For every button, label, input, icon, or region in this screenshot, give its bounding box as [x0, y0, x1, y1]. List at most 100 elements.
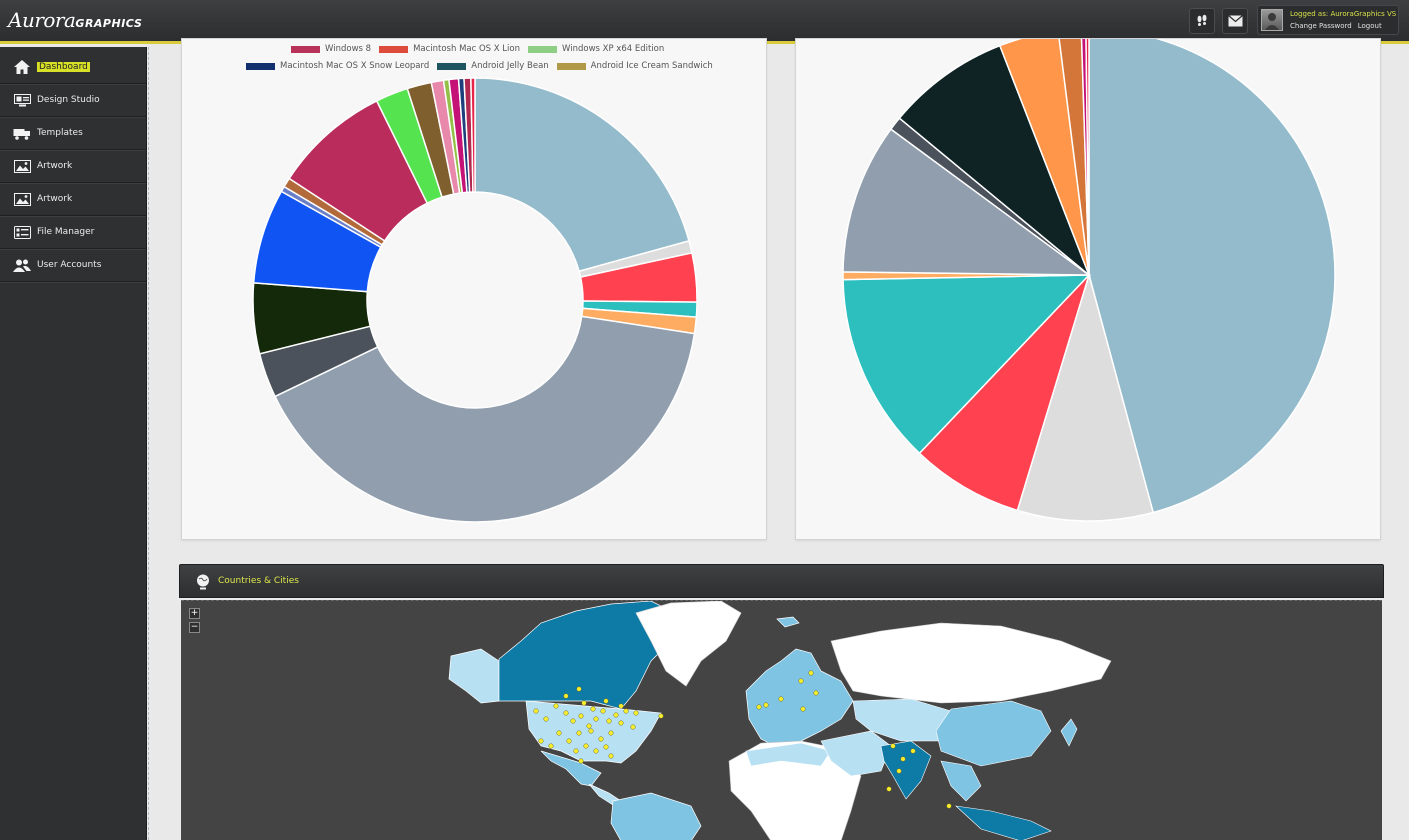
city-marker[interactable]	[538, 738, 544, 744]
city-marker[interactable]	[583, 743, 589, 749]
change-password-link[interactable]: Change Password	[1290, 22, 1352, 30]
city-marker[interactable]	[593, 748, 599, 754]
city-marker[interactable]	[603, 698, 609, 704]
city-marker[interactable]	[613, 712, 619, 718]
city-marker[interactable]	[890, 743, 896, 749]
city-marker[interactable]	[543, 716, 549, 722]
city-marker[interactable]	[808, 670, 814, 676]
sidebar-item-templates[interactable]: Templates	[0, 117, 146, 150]
city-marker[interactable]	[588, 728, 594, 734]
map-region-japan	[1060, 718, 1078, 747]
city-marker[interactable]	[548, 743, 554, 749]
map-zoom-out-button[interactable]: −	[189, 622, 200, 633]
world-map-svg[interactable]	[181, 601, 1382, 840]
city-marker[interactable]	[581, 700, 587, 706]
city-marker[interactable]	[910, 748, 916, 754]
city-marker[interactable]	[658, 713, 664, 719]
city-marker[interactable]	[813, 690, 819, 696]
map-zoom-in-button[interactable]: +	[189, 608, 200, 619]
sidebar: Dashboard Design Studio Templates Artwor…	[0, 47, 147, 840]
city-marker[interactable]	[896, 768, 902, 774]
map-region-indonesia	[955, 805, 1052, 840]
city-marker[interactable]	[946, 803, 952, 809]
legend-item[interactable]: Windows XP x64 Edition	[528, 44, 664, 54]
sidebar-item-design-studio[interactable]: Design Studio	[0, 84, 146, 117]
sidebar-item-dashboard[interactable]: Dashboard	[0, 51, 146, 84]
city-marker[interactable]	[556, 730, 562, 736]
users-icon	[13, 258, 31, 272]
map-region-greenland	[635, 601, 742, 687]
city-marker[interactable]	[576, 686, 582, 692]
city-marker[interactable]	[578, 758, 584, 764]
mail-button[interactable]	[1222, 8, 1248, 34]
pie-slice[interactable]	[842, 128, 1092, 276]
city-marker[interactable]	[590, 706, 596, 712]
map-region-russia	[830, 622, 1112, 704]
pie-slice[interactable]	[998, 39, 1090, 276]
map-region-iceland	[776, 616, 800, 628]
city-marker[interactable]	[618, 720, 624, 726]
city-marker[interactable]	[570, 718, 576, 724]
pie-slice[interactable]	[1088, 39, 1336, 514]
sidebar-item-user-accounts[interactable]: User Accounts	[0, 249, 146, 282]
user-box: Logged as: AuroraGraphics VS Change Pass…	[1257, 5, 1399, 35]
sidebar-item-label: Dashboard	[37, 62, 90, 72]
pie-chart-panel	[795, 38, 1381, 540]
pie-slice[interactable]	[898, 44, 1091, 278]
pie-slice[interactable]	[1080, 39, 1090, 276]
map-region-usa	[525, 700, 662, 764]
pie-slice[interactable]	[1058, 39, 1090, 276]
city-marker[interactable]	[608, 730, 614, 736]
footprints-button[interactable]	[1189, 8, 1215, 34]
city-marker[interactable]	[576, 730, 582, 736]
city-marker[interactable]	[778, 696, 784, 702]
city-marker[interactable]	[593, 716, 599, 722]
sidebar-item-artwork[interactable]: Artwork	[0, 150, 146, 183]
city-marker[interactable]	[563, 710, 569, 716]
pie-slice[interactable]	[918, 274, 1090, 512]
pie-slice[interactable]	[1085, 39, 1090, 276]
legend-item[interactable]: Android Jelly Bean	[437, 61, 549, 71]
city-marker[interactable]	[618, 703, 624, 709]
city-marker[interactable]	[630, 724, 636, 730]
city-marker[interactable]	[633, 710, 639, 716]
sidebar-item-file-manager[interactable]: File Manager	[0, 216, 146, 249]
city-marker[interactable]	[563, 693, 569, 699]
city-marker[interactable]	[566, 738, 572, 744]
legend-swatch	[437, 62, 467, 70]
city-marker[interactable]	[553, 703, 559, 709]
legend-item[interactable]: Macintosh Mac OS X Lion	[379, 44, 520, 54]
city-marker[interactable]	[598, 736, 604, 742]
pie-slice[interactable]	[274, 315, 696, 523]
sidebar-item-artwork-2[interactable]: Artwork	[0, 183, 146, 216]
logged-in-text: Logged as: AuroraGraphics VS	[1290, 10, 1397, 18]
city-marker[interactable]	[608, 753, 614, 759]
city-marker[interactable]	[606, 718, 612, 724]
world-map[interactable]: + −	[181, 600, 1382, 840]
logout-link[interactable]: Logout	[1357, 22, 1382, 30]
avatar[interactable]	[1261, 9, 1283, 31]
city-marker[interactable]	[600, 708, 606, 714]
pie-slice[interactable]	[842, 274, 1091, 455]
city-marker[interactable]	[573, 748, 579, 754]
city-marker[interactable]	[586, 723, 592, 729]
city-marker[interactable]	[800, 706, 806, 712]
map-region-north-africa	[745, 742, 832, 767]
app-logo[interactable]: AuroraGRAPHICS	[8, 8, 142, 32]
city-marker[interactable]	[900, 756, 906, 762]
pie-slice[interactable]	[470, 77, 476, 193]
donut-chart-panel: Windows 8 Macintosh Mac OS X Lion Window…	[181, 38, 767, 540]
city-marker[interactable]	[756, 704, 762, 710]
city-marker[interactable]	[578, 713, 584, 719]
city-marker[interactable]	[623, 708, 629, 714]
city-marker[interactable]	[798, 678, 804, 684]
legend-item[interactable]: Macintosh Mac OS X Snow Leopard	[246, 61, 429, 71]
legend-item[interactable]: Windows 8	[291, 44, 371, 54]
city-marker[interactable]	[533, 708, 539, 714]
city-marker[interactable]	[763, 702, 769, 708]
pie-slice[interactable]	[1016, 272, 1155, 522]
legend-item[interactable]: Android Ice Cream Sandwich	[556, 61, 713, 71]
pie-slice[interactable]	[474, 77, 690, 273]
city-marker[interactable]	[603, 744, 609, 750]
city-marker[interactable]	[886, 786, 892, 792]
